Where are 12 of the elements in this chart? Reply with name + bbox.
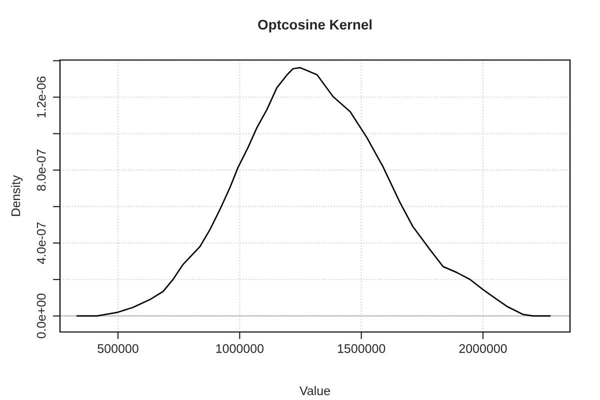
y-tick-label: 1.2e-06 [36,76,46,118]
line-series [76,66,551,317]
x-axis-title: Value [300,386,330,396]
y-tick-label: 4.0e-07 [36,222,46,264]
x-tick-label: 2000000 [459,344,507,353]
y-tick-label: 8.0e-07 [36,150,46,191]
y-tick-label: 0.0e+00 [36,294,46,338]
x-tick-label: 500000 [98,344,138,353]
y-axis-title: Density [11,175,23,216]
x-tick-label: 1000000 [216,344,264,353]
x-tick-label: 1500000 [338,344,386,353]
chart-title: Optcosine Kernel [258,19,372,32]
